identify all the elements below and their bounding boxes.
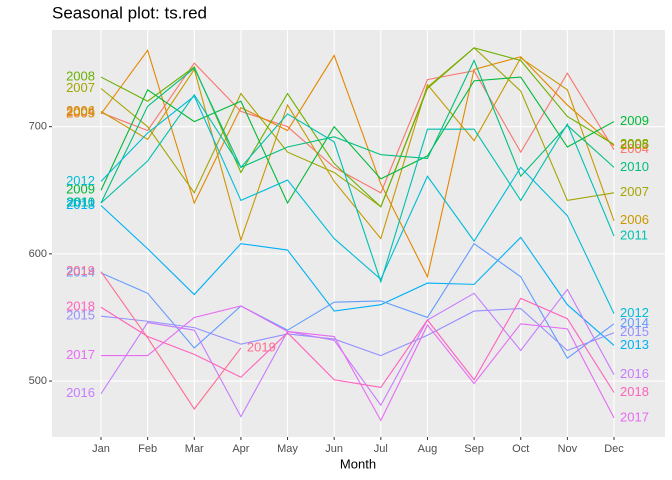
y-tick-label: 600 [29,248,47,260]
x-tick-label: Aug [418,443,438,455]
year-label-right: 2004 [620,141,649,156]
year-label-right: 2012 [620,305,649,320]
x-tick-label: Dec [604,443,624,455]
year-label-right: 2008 [620,136,649,151]
x-tick-label: Jan [92,443,110,455]
year-label-right: 2010 [620,159,649,174]
series-line [100,288,615,418]
x-tick-label: Nov [558,443,578,455]
year-label-left: 2011 [67,194,95,209]
year-label-left: 2009 [66,182,95,197]
series-line [100,47,615,208]
series-line [100,95,615,314]
year-label-left: 2017 [66,347,95,362]
series-line [100,49,615,279]
series-line [100,57,615,242]
series-line [100,242,615,359]
year-label-left: 2018 [66,299,95,314]
year-label-left: 2008 [66,68,95,83]
x-tick-label: Mar [185,443,204,455]
series-line [100,47,615,208]
year-label-left: 2010 [66,194,95,209]
year-label-right: 2009 [620,113,649,128]
x-tick-label: Apr [232,443,249,455]
year-label-right: 2007 [620,184,649,199]
x-axis-label: Month [340,456,376,471]
x-tick-label: Jun [325,443,343,455]
series-line [100,93,615,284]
year-label-left: 2012 [66,173,95,188]
year-label-left: 2006 [66,103,95,118]
chart-title: Seasonal plot: ts.red [52,3,207,22]
year-label-left: 2005 [66,105,95,120]
x-tick-label: Oct [512,443,529,455]
x-tick-label: Jul [374,443,388,455]
series-line [100,307,615,357]
year-label-right: 2011 [620,227,648,242]
x-tick-label: May [277,443,298,455]
series-line [100,76,615,205]
year-label-right: 2019 [247,339,276,354]
year-label-left: 2004 [66,104,95,119]
year-label-right: 2015 [620,324,649,339]
series-line [100,205,615,346]
year-label-left: 2015 [66,308,95,323]
year-label-right: 2005 [620,137,649,152]
series-line [101,305,615,422]
year-label-right: 2017 [620,409,649,424]
x-tick-label: Sep [464,443,484,455]
year-label-left: 2014 [66,264,95,279]
year-label-right: 2018 [620,384,649,399]
x-tick-label: Feb [138,443,157,455]
series-line [100,271,242,410]
series-line [100,297,615,393]
plot-panel [52,30,665,437]
y-tick-label: 500 [29,375,47,387]
year-label-right: 2016 [620,366,649,381]
series-line [100,59,615,204]
y-tick-label: 700 [29,121,47,133]
year-label-left: 2013 [66,197,95,212]
year-label-left: 2019 [66,263,95,278]
year-label-left: 2016 [66,385,95,400]
year-label-right: 2014 [620,315,649,330]
year-label-right: 2013 [620,337,649,352]
year-label-left: 2007 [66,80,95,95]
year-label-right: 2006 [620,212,649,227]
